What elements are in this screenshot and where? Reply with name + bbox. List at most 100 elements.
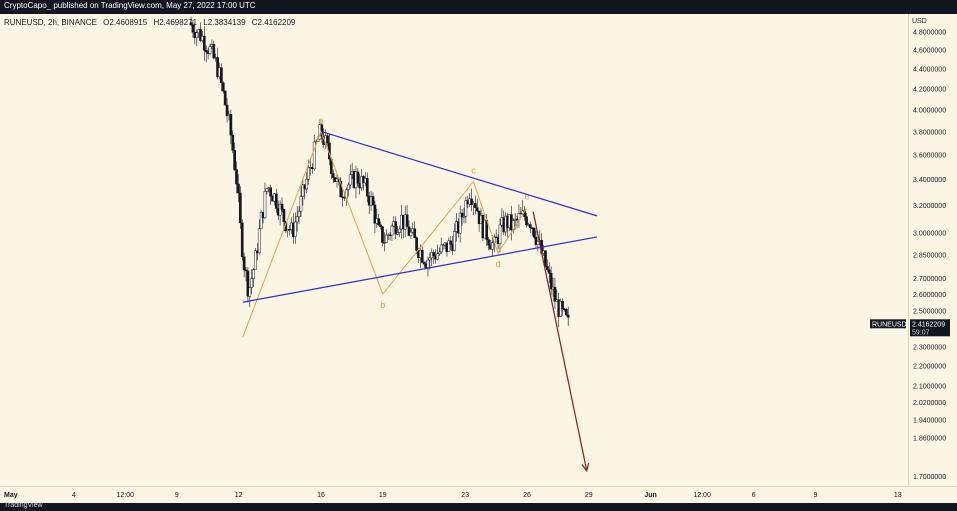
publish-info: CryptoCapo_ published on TradingView.com… xyxy=(4,1,256,10)
candle-body xyxy=(439,244,443,253)
candle-body xyxy=(220,67,223,84)
candle-body xyxy=(525,216,528,226)
time-tick-label: May xyxy=(4,492,18,499)
wave-layer: a b c d e xyxy=(242,115,530,338)
candle-body xyxy=(532,227,536,238)
candle-body xyxy=(347,184,350,191)
candle-body xyxy=(458,212,462,234)
time-ticks: May 4 12:00 9 12 16 19 23 26 29 Jun 12:00 6 9 13 xyxy=(4,492,902,499)
candle-body xyxy=(244,269,248,272)
candle-body xyxy=(384,234,388,243)
price-ticks: 4.8000000 4.6000000 4.4000000 4.2000000 4.00… xyxy=(870,29,950,481)
price-tick-label: 3.8000000 xyxy=(913,129,946,136)
candle-body xyxy=(460,212,464,218)
time-tick-label: 6 xyxy=(752,492,756,499)
time-tick-label: 29 xyxy=(585,492,593,499)
candle-body xyxy=(422,262,426,265)
legend-low: L2.3834139 xyxy=(203,18,246,27)
trendline-layer xyxy=(242,130,598,473)
candle-body xyxy=(470,198,473,205)
candle-body xyxy=(405,214,409,228)
projection-arrow-line xyxy=(532,211,588,471)
candle-body xyxy=(428,257,432,261)
price-tick-label: 2.7000000 xyxy=(913,276,946,283)
candle-body xyxy=(441,244,445,246)
candle-body xyxy=(280,203,284,210)
price-tick-label: 1.7000000 xyxy=(913,474,946,481)
price-axis[interactable] xyxy=(908,14,957,486)
candle-body xyxy=(278,203,282,216)
candles-layer xyxy=(189,16,570,328)
candle-body xyxy=(265,188,269,192)
candle-body xyxy=(396,232,399,235)
candle-body xyxy=(407,226,411,237)
price-tick-label: 3.4000000 xyxy=(913,177,946,184)
candle-body xyxy=(216,57,219,78)
candle-body xyxy=(534,236,538,245)
candle-body xyxy=(320,124,324,137)
candle-body xyxy=(225,104,229,116)
candle-body xyxy=(259,211,263,229)
candle-body xyxy=(371,196,375,206)
candle-body xyxy=(413,228,417,238)
candle-body xyxy=(299,196,303,212)
price-tick-label: 2.6000000 xyxy=(913,292,946,299)
candle-body xyxy=(237,183,240,194)
trendline-upper xyxy=(320,130,598,217)
footer-bar: TradingView xyxy=(0,502,957,511)
candle-body xyxy=(212,44,216,59)
candle-body xyxy=(295,216,299,223)
price-tick-label: 2.0200000 xyxy=(913,400,946,407)
candle-body xyxy=(390,225,394,236)
candle-body xyxy=(528,224,532,229)
candle-body xyxy=(464,200,468,217)
candle-body xyxy=(491,242,494,250)
candle-body xyxy=(204,50,208,53)
time-axis[interactable] xyxy=(0,486,957,504)
candle-body xyxy=(339,181,343,198)
wave-label-e: e xyxy=(524,192,529,202)
candle-body xyxy=(365,178,369,197)
wave-path xyxy=(242,130,528,338)
candle-body xyxy=(388,234,392,236)
candle-body xyxy=(398,228,401,233)
last-price-value: 2.4162209 xyxy=(912,321,945,328)
candle-body xyxy=(246,270,250,297)
candle-body xyxy=(252,269,255,279)
candle-body xyxy=(549,273,553,290)
candle-body xyxy=(420,249,424,263)
footer-text: TradingView xyxy=(4,502,43,509)
candle-body xyxy=(415,237,418,251)
legend-open: O2.4608915 xyxy=(103,18,148,27)
candle-body xyxy=(498,224,502,245)
candle-body xyxy=(379,224,382,227)
time-tick-label: 12:00 xyxy=(693,492,711,499)
candle-body xyxy=(189,22,193,26)
projection-arrow-head xyxy=(581,462,590,473)
candle-body xyxy=(305,178,309,190)
candle-body xyxy=(223,90,227,106)
header-bar: CryptoCapo_ published on TradingView.com… xyxy=(0,0,957,14)
candle-body xyxy=(238,192,242,224)
candle-body xyxy=(221,82,225,92)
candle-body xyxy=(348,174,352,186)
price-tick-label: 2.3000000 xyxy=(913,344,946,351)
candle-body xyxy=(462,215,466,218)
candle-body xyxy=(195,32,199,39)
price-tick-label: 1.8600000 xyxy=(913,435,946,442)
candle-body xyxy=(202,35,206,51)
time-tick-label: 16 xyxy=(317,492,325,499)
candle-body xyxy=(269,187,273,197)
price-tick-label: 4.2000000 xyxy=(913,87,946,94)
ohlc-legend: RUNEUSD, 2h, BINANCE O2.4608915 H2.46982… xyxy=(4,18,296,27)
price-tick-label: 3.2000000 xyxy=(913,203,946,210)
candle-body xyxy=(373,204,377,224)
candle-body xyxy=(566,314,570,318)
legend-symbol: RUNEUSD, 2h, BINANCE xyxy=(4,18,97,27)
last-price-countdown: 59:07 xyxy=(912,329,930,336)
candle-body xyxy=(301,184,305,197)
candle-body xyxy=(487,239,490,246)
candle-body xyxy=(432,252,435,256)
